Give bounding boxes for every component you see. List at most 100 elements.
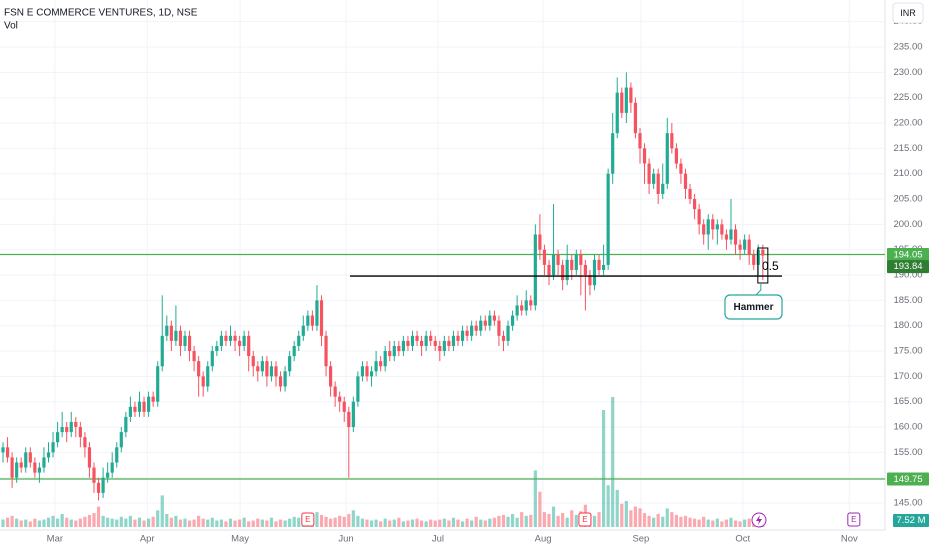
candle-body — [46, 452, 51, 458]
volume-bar — [201, 518, 205, 527]
candle-body — [647, 163, 651, 184]
candle-body — [242, 335, 246, 346]
candle-body — [733, 229, 738, 245]
candle-body — [297, 335, 301, 346]
x-tick-label: Apr — [140, 534, 155, 545]
volume-bar — [565, 517, 569, 527]
candle-body — [233, 335, 237, 341]
volume-bar — [661, 516, 665, 527]
candle-body — [74, 421, 78, 428]
volume-bar — [401, 521, 405, 527]
candle-body — [19, 462, 23, 468]
candle-body — [665, 133, 669, 184]
candle-body — [688, 188, 692, 200]
candle-body — [652, 173, 656, 184]
levels — [0, 253, 885, 480]
volume-bar — [497, 515, 501, 527]
currency-button[interactable] — [892, 2, 924, 24]
candle-body — [374, 361, 378, 372]
volume-bar — [479, 519, 483, 527]
y-tick-label: 165.00 — [893, 396, 922, 407]
volume-bar — [574, 514, 578, 527]
candle-body — [28, 452, 32, 463]
y-tick-label: 170.00 — [893, 371, 922, 382]
candle-body — [579, 254, 583, 265]
volume-bar — [474, 516, 478, 527]
candle-body — [42, 457, 46, 468]
candle-body — [247, 335, 251, 357]
candle-body — [606, 173, 610, 265]
volume-bar — [652, 517, 656, 527]
candle-body — [633, 102, 638, 134]
candle-body — [365, 366, 369, 377]
candle-body — [702, 224, 706, 235]
candle-body — [642, 148, 647, 164]
candle-body — [328, 366, 333, 387]
volume-bar — [711, 520, 715, 527]
volume-bar — [397, 517, 401, 527]
volume-bar — [715, 518, 719, 527]
volume-bar — [733, 520, 738, 527]
candle-body — [210, 351, 214, 367]
candle-body — [720, 224, 724, 235]
candle-body — [237, 340, 242, 346]
y-tick-label: 145.00 — [893, 498, 922, 509]
volume-bar — [638, 508, 642, 527]
candle-body — [160, 335, 164, 367]
volume-bar — [265, 520, 269, 527]
candle-body — [556, 254, 560, 265]
candle-body — [310, 315, 314, 326]
candle-body — [433, 340, 437, 346]
candle-body — [192, 351, 196, 362]
level-label: 149.75 — [893, 474, 922, 485]
event-label: E — [582, 515, 587, 524]
candle-body — [128, 406, 132, 417]
volume-bar — [743, 519, 747, 527]
candle-body — [106, 472, 110, 478]
level-label: 194.05 — [893, 250, 922, 261]
volume-bar — [124, 518, 128, 527]
candle-body — [529, 300, 533, 306]
candle-body — [288, 356, 292, 372]
volume-bar — [60, 514, 64, 527]
volume-bar — [119, 516, 123, 527]
y-tick-label: 235.00 — [893, 42, 922, 53]
callout-box — [724, 294, 783, 320]
volume-bar — [460, 521, 465, 527]
volume-bar — [438, 519, 442, 527]
candle-body — [78, 427, 82, 438]
volume-bar — [356, 515, 360, 527]
candle-body — [169, 325, 173, 341]
volume-bar — [729, 517, 733, 527]
volume-bar — [392, 519, 396, 527]
volume-bar — [597, 512, 601, 527]
volume-bar — [28, 521, 32, 527]
candle-body — [624, 87, 628, 113]
volume-bar — [256, 518, 260, 527]
volume-title: Vol — [4, 21, 18, 32]
volume-bar — [656, 514, 660, 527]
volume-bar — [510, 514, 515, 527]
volume-bar — [15, 518, 19, 527]
volume-bar — [561, 513, 565, 527]
candle-body — [724, 234, 729, 240]
candle-body — [301, 325, 305, 336]
volume-bar — [110, 518, 114, 527]
candle-body — [165, 325, 169, 336]
volume-bar — [688, 517, 692, 527]
volume-bar — [692, 518, 697, 527]
x-tick-label: Jun — [338, 534, 353, 545]
candle-body — [515, 305, 519, 316]
volume-bar — [174, 515, 178, 527]
candle-body — [752, 254, 756, 265]
candle-body — [465, 330, 469, 336]
y-tick-label: 220.00 — [893, 118, 922, 129]
volume-bar — [151, 516, 155, 527]
volume-bar — [747, 518, 751, 527]
candle-body — [506, 325, 510, 341]
volume-bar — [538, 491, 542, 527]
candle-body — [269, 366, 274, 377]
candle-body — [156, 366, 160, 402]
candle-body — [24, 452, 28, 468]
last-price-label: 193.84 — [893, 261, 922, 272]
